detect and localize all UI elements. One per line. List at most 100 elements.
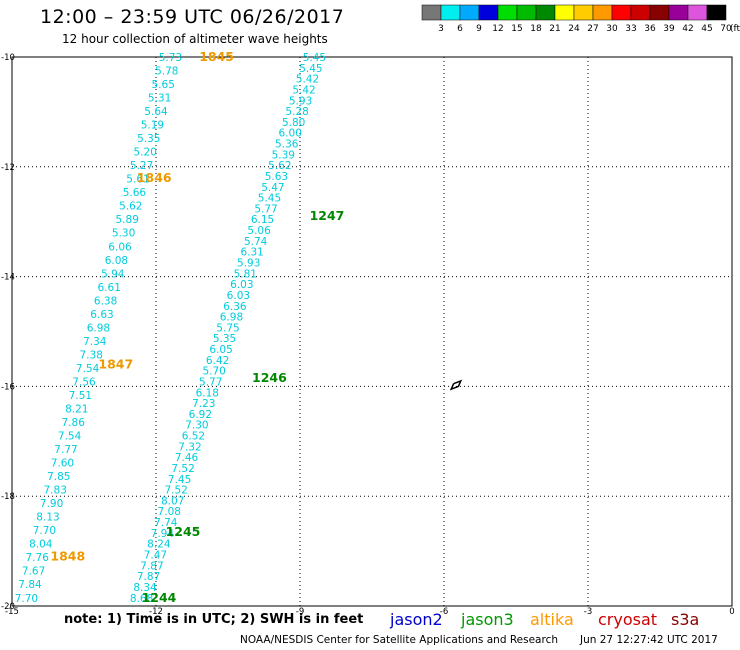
wave-height-value: 5.94 <box>101 268 125 280</box>
wave-height-value: 7.76 <box>26 552 50 564</box>
colorbar-label: 24 <box>568 24 580 34</box>
wave-height-value: 7.51 <box>69 390 92 402</box>
wave-height-value: 5.35 <box>213 333 236 345</box>
wave-height-value: 7.74 <box>154 517 178 529</box>
wave-height-value: 6.05 <box>209 344 232 356</box>
track-altika: 5.73 5.785.65 5.315.64 5.195.35 5.205.27 5.61… <box>15 52 182 605</box>
map-title: 12:00 – 23:59 UTC 06/26/2017 <box>40 6 345 28</box>
wave-height-value: 7.46 <box>175 452 199 464</box>
colorbar-swatch <box>535 4 556 21</box>
wave-height-value: 7.83 <box>44 485 67 497</box>
wave-height-value: 5.45 <box>303 52 326 64</box>
wave-height-value: 6.03 <box>227 290 250 302</box>
wave-height-value: 7.60 <box>51 458 74 470</box>
wave-height-value: 8.21 <box>65 403 88 415</box>
wave-height-value: 5.31 <box>148 93 171 105</box>
credit-line: NOAA/NESDIS Center for Satellite Applica… <box>240 634 558 646</box>
wave-height-value: 7.86 <box>62 417 86 429</box>
wave-height-value: 7.70 <box>15 593 38 605</box>
colorbar-swatch <box>611 4 632 21</box>
wave-height-value: 7.23 <box>192 398 215 410</box>
wave-height-value: 6.15 <box>251 214 274 226</box>
colorbar-label: 6 <box>457 24 463 34</box>
satellite-legend: jason2 jason3 altika cryosat s3a <box>389 610 699 629</box>
wave-height-value: 5.93 <box>289 95 312 107</box>
wave-height-value: 8.34 <box>133 582 157 594</box>
wave-height-value: 7.45 <box>168 474 191 486</box>
wave-height-value: 5.42 <box>292 84 315 96</box>
map-subtitle: 12 hour collection of altimeter wave hei… <box>62 32 328 46</box>
colorbar-label: 15 <box>511 24 522 34</box>
x-tick-label: -6 <box>440 607 448 617</box>
colorbar-label: 33 <box>625 24 636 34</box>
wave-height-value: 7.87 <box>137 571 160 583</box>
wave-height-value: 6.98 <box>220 312 243 324</box>
wave-height-value: 6.06 <box>108 241 132 253</box>
wave-height-value: 6.63 <box>90 309 113 321</box>
pass-time-label: 1245 <box>166 524 201 539</box>
wave-height-value: 7.70 <box>33 525 56 537</box>
wave-height-value: 7.54 <box>76 363 100 375</box>
wave-height-value: 7.85 <box>47 471 70 483</box>
map-grid <box>12 57 732 606</box>
colorbar-swatch <box>649 4 670 21</box>
wave-height-value: 5.62 <box>268 160 291 172</box>
colorbar-swatch <box>554 4 575 21</box>
wave-height-value: 7.34 <box>83 336 107 348</box>
pass-time-label: 1246 <box>252 370 287 385</box>
y-tick-label: -12 <box>1 163 15 173</box>
wave-height-value: 7.30 <box>185 420 208 432</box>
legend-cryosat: cryosat <box>598 610 657 629</box>
pass-time-labels: 1845 1846 1847 1848 1247 1246 1245 1244 <box>50 49 344 605</box>
colorbar-swatch <box>421 4 442 21</box>
wave-height-value: 5.77 <box>199 376 222 388</box>
units-note: note: 1) Time is in UTC; 2) SWH is in fe… <box>64 612 364 627</box>
colorbar-label: 12 <box>492 24 503 34</box>
wave-height-value: 7.90 <box>40 498 63 510</box>
wave-height-value: 5.74 <box>244 236 268 248</box>
wave-height-value: 8.68 <box>130 593 153 605</box>
colorbar-label: 45 <box>701 24 712 34</box>
wave-height-value: 5.63 <box>265 171 288 183</box>
legend-s3a: s3a <box>671 610 699 629</box>
wave-height-value: 5.75 <box>216 322 239 334</box>
wave-height-value: 7.47 <box>144 550 167 562</box>
wave-height-value: 5.62 <box>119 201 142 213</box>
pass-time-label: 1244 <box>142 590 177 605</box>
colorbar-unit: (ft) <box>730 24 740 34</box>
colorbar-swatch <box>573 4 594 21</box>
y-tick-label: -20 <box>1 602 15 612</box>
wave-height-value: 7.54 <box>58 431 82 443</box>
wave-height-value: 6.92 <box>189 409 212 421</box>
legend-jason3: jason3 <box>460 610 514 629</box>
wave-height-value: 6.03 <box>230 279 253 291</box>
colorbar-label: 18 <box>530 24 542 34</box>
legend-jason2: jason2 <box>389 610 443 629</box>
x-tick-label: -12 <box>149 607 163 617</box>
wave-height-value: 7.87 <box>140 560 163 572</box>
colorbar-label: 3 <box>438 24 444 34</box>
colorbar-swatch <box>497 4 518 21</box>
wave-height-value: 5.28 <box>285 106 308 118</box>
wave-height-value: 7.67 <box>22 566 45 578</box>
generated-timestamp: Jun 27 12:27:42 UTC 2017 <box>580 634 718 646</box>
track-jason3: 5.455.455.425.425.935.285.806.005.365.39… <box>130 52 326 605</box>
pass-time-label: 1848 <box>50 549 85 564</box>
wave-height-value: 7.94 <box>151 528 175 540</box>
wave-height-value: 5.45 <box>258 193 281 205</box>
wave-height-value: 7.52 <box>164 485 187 497</box>
wave-height-value: 7.84 <box>18 579 42 591</box>
map-frame <box>11 56 733 607</box>
colorbar-label: 21 <box>549 24 560 34</box>
wave-height-value: 6.00 <box>279 128 302 140</box>
wave-height-value: 7.52 <box>171 463 194 475</box>
wave-height-value: 5.66 <box>123 187 147 199</box>
wave-height-value: 5.61 <box>126 174 149 186</box>
colorbar-label: 70 <box>720 24 732 34</box>
coastline <box>449 379 463 391</box>
wave-height-value: 5.81 <box>234 268 257 280</box>
wave-height-value: 6.18 <box>196 387 219 399</box>
colorbar-swatch <box>459 4 480 21</box>
